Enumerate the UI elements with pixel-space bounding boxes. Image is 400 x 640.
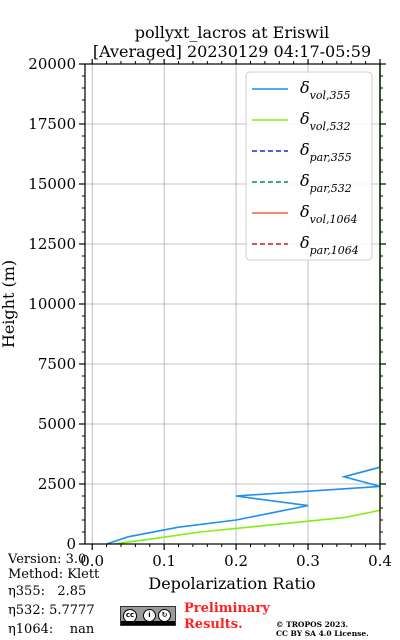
legend-label: δvol,1064	[300, 202, 358, 226]
axis-ticks: 0.0 0.1 0.2 0.3 0.4 0 2500 5000 7500 10000 12500 15…	[28, 55, 392, 570]
copyright-line-2: CC BY SA 4.0 License.	[276, 629, 369, 638]
y-tick-label: 12500	[28, 235, 76, 253]
x-axis-label: Depolarization Ratio	[148, 574, 315, 593]
version-text: Version: 3.0	[8, 552, 87, 567]
legend-label: δvol,532	[300, 109, 351, 133]
preliminary-line-1: Preliminary	[184, 601, 270, 616]
copyright-line-1: © TROPOS 2023.	[276, 620, 349, 629]
y-tick-label: 2500	[38, 475, 76, 493]
y-tick-label: 5000	[38, 415, 76, 433]
x-tick-label: 0.1	[152, 552, 176, 570]
y-tick-label: 0	[66, 535, 76, 553]
x-tick-label: 0.0	[80, 552, 104, 570]
eta-355-text: η355: 2.85	[8, 584, 87, 599]
copyright-text: © TROPOS 2023. CC BY SA 4.0 License.	[276, 620, 369, 638]
cc-license-badge-icon: cc i ↻	[120, 606, 176, 626]
chart-title-line-1: pollyxt_lacros at Eriswil	[135, 23, 329, 42]
legend-label: δpar,355	[300, 140, 352, 164]
preliminary-line-2: Results.	[184, 617, 243, 632]
x-tick-label: 0.3	[296, 552, 320, 570]
legend-label: δpar,1064	[300, 233, 359, 257]
eta-1064-text: η1064: nan	[8, 622, 95, 637]
legend-label: δpar,532	[300, 171, 352, 195]
x-tick-label: 0.4	[368, 552, 392, 570]
y-tick-label: 17500	[28, 115, 76, 133]
method-text: Method: Klett	[8, 567, 100, 582]
preliminary-results-label: Preliminary Results.	[184, 601, 270, 633]
y-tick-label: 10000	[28, 295, 76, 313]
chart-title-line-2: [Averaged] 20230129 04:17-05:59	[93, 42, 371, 61]
y-axis-label: Height (m)	[0, 260, 18, 348]
y-tick-label: 7500	[38, 355, 76, 373]
y-tick-label: 20000	[28, 55, 76, 73]
x-tick-label: 0.2	[224, 552, 248, 570]
y-tick-label: 15000	[28, 175, 76, 193]
legend: δvol,355 δvol,532 δpar,355 δpar,532 δvol,106…	[245, 71, 373, 261]
eta-532-text: η532: 5.7777	[8, 603, 95, 618]
legend-label: δvol,355	[300, 78, 351, 102]
license-strip	[121, 621, 175, 625]
